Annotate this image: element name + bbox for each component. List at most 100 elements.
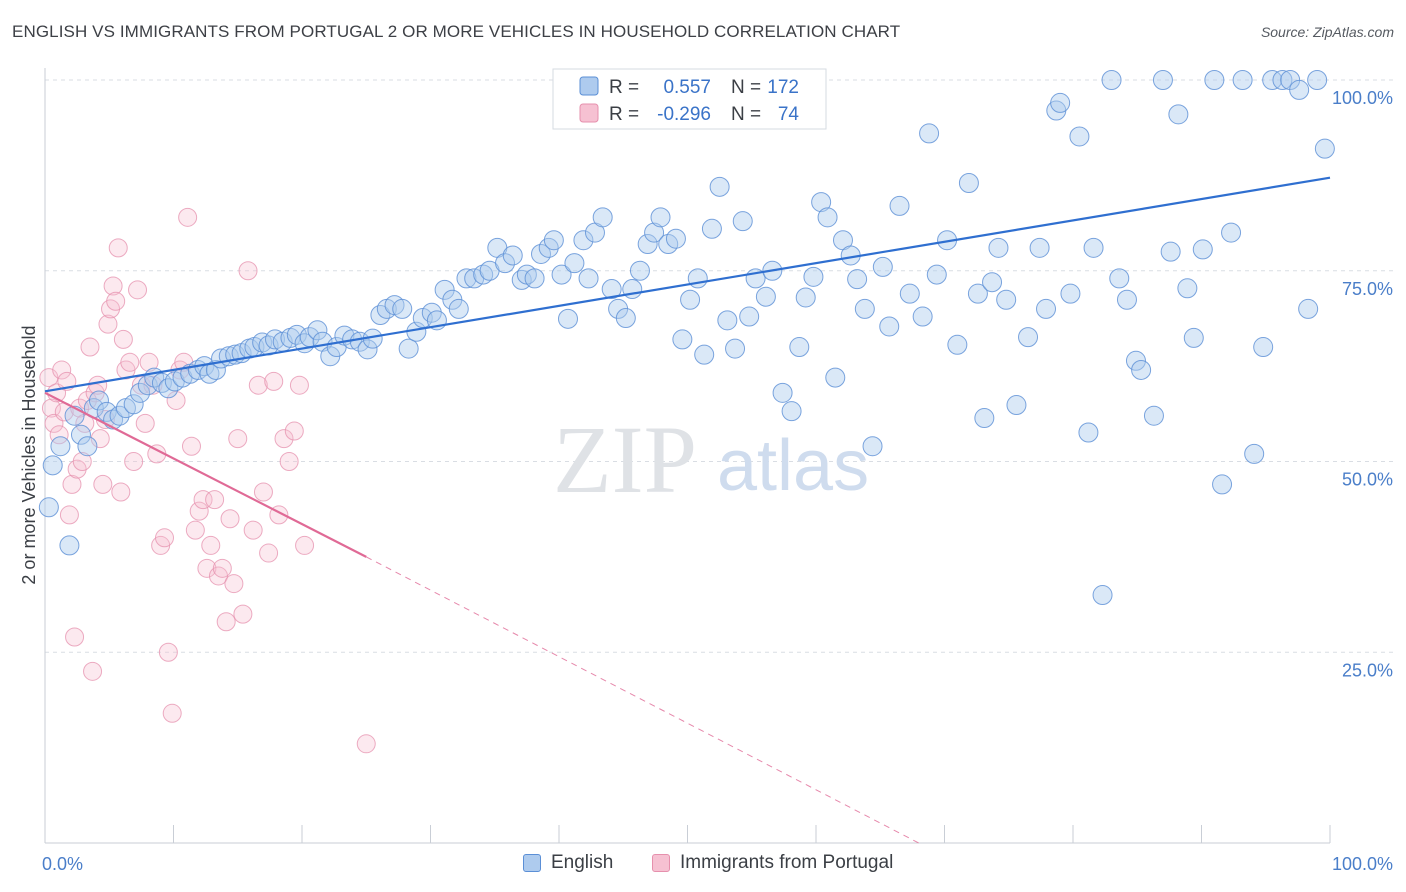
english-point [557,308,578,329]
portugal-point [166,390,186,410]
watermark: ZIP atlas [553,406,869,513]
english-point [357,339,378,360]
x-tick-label-1: 100.0% [1332,854,1393,874]
english-point [42,455,63,476]
english-point [77,436,98,457]
source-label: Source: ZipAtlas.com [1260,24,1394,40]
english-point [601,279,622,300]
legend-swatch-english-bottom [523,854,541,872]
english-point [872,256,893,277]
english-point [1221,222,1242,243]
english-point [123,394,144,415]
english-point [701,218,722,239]
english-point [996,289,1017,310]
english-point [50,436,71,457]
english-point [349,331,370,352]
english-point [725,338,746,359]
portugal-point [178,207,198,227]
english-point [592,207,613,228]
english-point [502,245,523,266]
grid-lines [45,79,1395,653]
portugal-point [220,509,240,529]
portugal-point [295,535,315,555]
english-point [680,289,701,310]
y-tick-labels: 25.0% 50.0% 75.0% 100.0% [1332,88,1393,680]
english-point [1192,239,1213,260]
portugal-point [264,371,284,391]
english-point [1177,278,1198,299]
portugal-point [111,482,131,502]
portugal-point [193,490,213,510]
portugal-point [189,501,209,521]
english-point [38,497,59,518]
english-point [854,298,875,319]
portugal-point [52,360,72,380]
english-point [1036,298,1057,319]
legend-n-label-english: N = [731,77,761,98]
english-point [205,359,226,380]
english-point [899,283,920,304]
english-point [1083,237,1104,258]
portugal-point [62,474,82,494]
portugal-point [72,452,92,471]
english-point [448,298,469,319]
trend-lines [44,176,1331,844]
portugal-point [279,452,299,471]
english-point [88,390,109,411]
legend-item-portugal: Immigrants from Portugal [652,852,893,874]
axes [44,68,1331,844]
english-point [1307,70,1328,90]
y-tick-label-0: 25.0% [1342,660,1393,680]
portugal-point [274,429,294,449]
portugal-point [158,642,178,662]
english-point [847,269,868,290]
english-point [615,308,636,329]
portugal-point [228,429,248,449]
portugal-point [253,482,273,502]
english-point [434,279,455,300]
english-point [912,306,933,327]
portugal-point [162,703,182,723]
english-point [1253,337,1274,358]
english-point [772,382,793,403]
portugal-point [284,421,304,441]
english-point [1212,474,1233,495]
english-point [687,268,708,289]
english-point [811,192,832,213]
bottom-legend: English Immigrants from Portugal [0,852,1406,878]
english-point [739,306,760,327]
english-point [803,266,824,287]
portugal-point [205,490,225,510]
english-point [982,272,1003,293]
english-point [1069,126,1090,147]
english-point [919,123,940,144]
x-tick-label-0: 0.0% [42,854,83,874]
portugal-point [356,734,376,754]
english-point [370,305,391,326]
english-point [1092,585,1113,606]
english-points [38,70,1335,606]
english-point [1109,268,1130,289]
portugal-point [113,329,133,349]
portugal-trend-line [44,391,367,558]
legend-swatch-portugal [579,103,599,123]
portugal-point [90,429,110,449]
watermark-zip: ZIP [553,406,697,513]
english-point [755,286,776,307]
chart-title: ENGLISH VS IMMIGRANTS FROM PORTUGAL 2 OR… [12,22,901,41]
english-point [564,253,585,274]
portugal-point [216,612,236,632]
english-point [59,535,80,556]
portugal-trend-extension [366,556,920,844]
legend-r-value-english: 0.557 [663,77,711,98]
portugal-point [224,574,244,594]
y-axis-label: 2 or more Vehicles in Household [19,325,39,584]
portugal-point [128,280,148,300]
english-point [879,316,900,337]
english-point [70,424,91,445]
portugal-point [93,474,113,494]
english-point [1101,70,1122,90]
english-point [1018,327,1039,348]
english-point [307,320,328,341]
